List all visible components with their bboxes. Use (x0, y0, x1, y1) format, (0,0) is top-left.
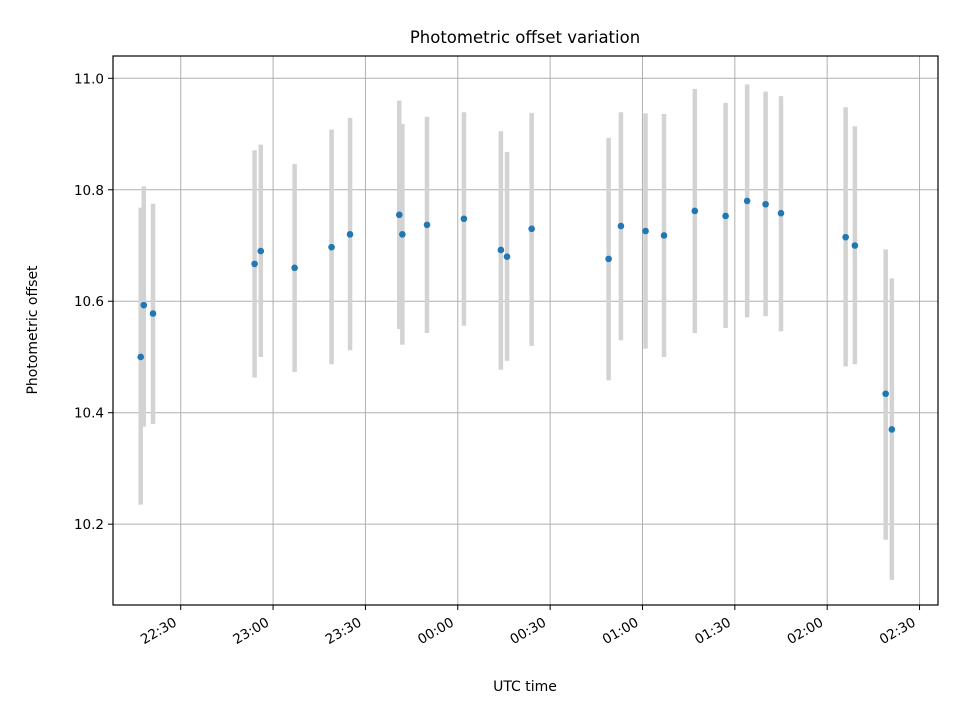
chart-title: Photometric offset variation (410, 28, 640, 47)
grid (113, 56, 938, 605)
data-point (743, 197, 751, 205)
x-axis-ticks: 22:30 23:00 23:30 00:00 00:30 01:00 01:30 02:00… (138, 605, 921, 648)
data-point (842, 233, 849, 241)
data-points (137, 197, 896, 433)
plot-frame (112, 55, 939, 606)
data-point (617, 222, 625, 230)
y-axis-label: Photometric offset (25, 265, 41, 395)
data-point (140, 301, 148, 309)
data-point (888, 426, 896, 433)
data-point (395, 211, 403, 219)
x-tick-label: 01:30 (692, 615, 734, 648)
y-axis-ticks: 10.2 10.4 10.6 10.8 11.0 (74, 71, 113, 533)
x-axis-label: UTC time (493, 679, 557, 695)
x-tick-label: 00:00 (415, 615, 457, 648)
data-point (137, 353, 145, 361)
data-point (777, 209, 785, 217)
data-point (503, 253, 511, 260)
data-point (328, 243, 335, 251)
data-point (762, 200, 769, 208)
y-tick-label: 10.4 (74, 406, 104, 422)
data-point (257, 247, 265, 255)
error-bars (138, 84, 895, 580)
data-point (497, 246, 505, 254)
data-point (722, 212, 729, 220)
data-point (291, 264, 298, 272)
x-tick-label: 23:30 (323, 615, 365, 648)
data-point (528, 225, 535, 233)
data-point (346, 231, 354, 238)
data-point (882, 390, 889, 398)
data-point (251, 260, 258, 268)
x-tick-label: 22:30 (138, 615, 180, 648)
y-tick-label: 11.0 (74, 71, 104, 87)
data-point (399, 231, 406, 238)
data-point (642, 227, 649, 235)
data-point (660, 232, 668, 239)
y-tick-label: 10.6 (74, 294, 104, 310)
x-tick-label: 02:30 (877, 615, 919, 648)
data-point (691, 207, 699, 215)
x-tick-label: 02:00 (784, 615, 826, 648)
data-point (605, 255, 612, 263)
data-point (460, 215, 468, 223)
x-tick-label: 23:00 (230, 615, 272, 648)
data-point (851, 242, 859, 249)
data-point (149, 310, 157, 317)
y-tick-label: 10.2 (74, 517, 104, 533)
x-tick-label: 00:30 (507, 615, 549, 648)
data-point (423, 221, 431, 229)
y-tick-label: 10.8 (74, 183, 104, 199)
x-tick-label: 01:00 (600, 615, 642, 648)
